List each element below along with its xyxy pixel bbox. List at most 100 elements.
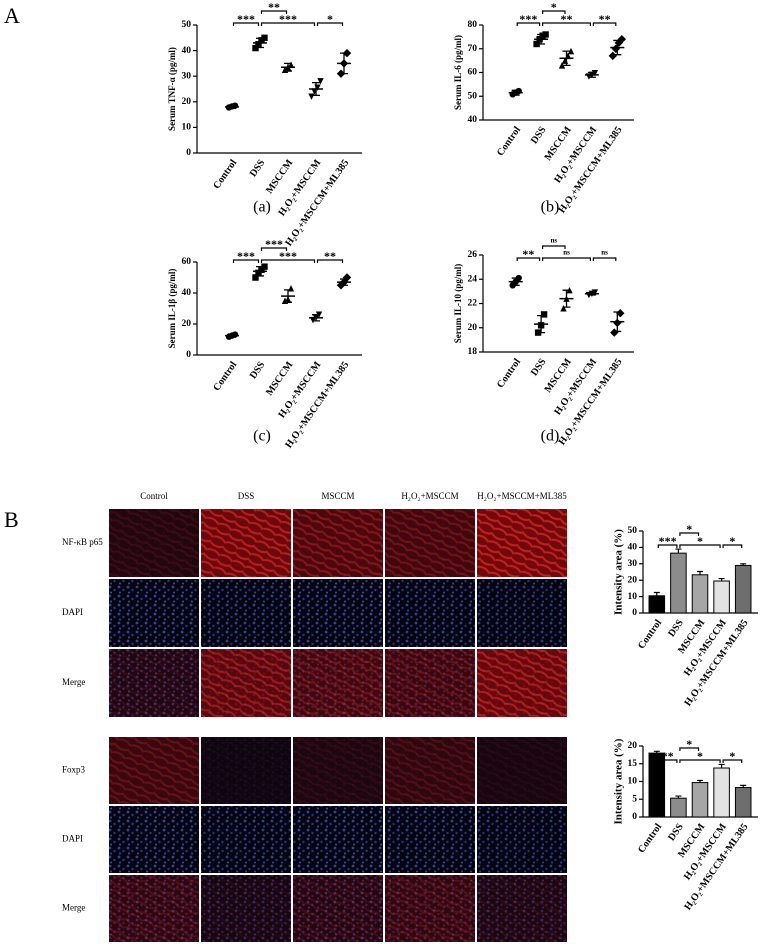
significance-bracket (542, 10, 566, 14)
significance-bracket (679, 759, 721, 763)
error-bar (256, 37, 264, 49)
micrograph-signal (293, 737, 383, 804)
significance-bracket (316, 22, 344, 26)
significance-bracket (592, 257, 617, 261)
error-bar (511, 277, 520, 286)
data-point (261, 34, 268, 41)
y-tick-label: 20 (628, 575, 638, 585)
error-bar (613, 39, 622, 56)
x-tick-label: Control (211, 360, 239, 394)
significance-label: ** (561, 12, 573, 26)
data-point (317, 78, 324, 85)
x-tick-label: Control (636, 618, 664, 652)
significance-label: *** (279, 12, 297, 26)
x-tick-label: DSS (248, 157, 268, 179)
significance-label: * (697, 749, 703, 763)
x-tick-label: Control (636, 822, 664, 856)
y-tick-label: 30 (182, 71, 192, 81)
micrograph-nuclei (385, 579, 475, 647)
significance-label: ns (550, 237, 557, 245)
column-header: MSCCM (321, 491, 354, 501)
significance-label: ** (599, 12, 611, 26)
error-bar (284, 289, 292, 303)
x-tick-label: DSS (248, 359, 268, 381)
y-tick-label: 40 (468, 115, 478, 125)
error-bar (537, 314, 546, 334)
error-bar (340, 278, 348, 286)
y-tick-label: 0 (186, 148, 191, 158)
y-tick-label: 22 (468, 299, 478, 309)
error-bar (537, 33, 546, 45)
error-bar (697, 779, 703, 783)
micrograph-signal (201, 875, 291, 942)
micrograph-signal (477, 875, 567, 942)
row-label: NF-κB p65 (62, 537, 103, 547)
x-tick-label: Control (495, 125, 523, 159)
bar (734, 564, 752, 614)
data-point (560, 305, 567, 312)
error-bar (675, 795, 682, 799)
micrograph-nuclei (109, 806, 199, 873)
significance-bracket (679, 532, 700, 536)
y-tick-label: 40 (182, 46, 192, 56)
micrograph-signal (385, 737, 475, 804)
bar (670, 552, 687, 614)
x-tick-label: Control (495, 357, 523, 391)
error-bar (613, 311, 622, 333)
error-bar (740, 784, 747, 788)
y-tick-label: 20 (628, 741, 638, 751)
micrograph-nuclei (201, 579, 291, 647)
micrograph-nuclei (201, 806, 291, 873)
significance-label: * (729, 749, 735, 763)
y-tick-label: 20 (182, 319, 192, 329)
significance-label: * (327, 12, 333, 26)
significance-label: *** (519, 12, 537, 26)
micrograph-signal (385, 649, 475, 717)
significance-label: ** (268, 0, 280, 14)
data-point (567, 47, 575, 55)
significance-bracket (232, 259, 260, 263)
error-bar (312, 81, 320, 97)
error-bar (228, 104, 236, 109)
bar (670, 797, 687, 818)
error-bar (697, 570, 703, 575)
significance-bracket (232, 22, 260, 26)
significance-bracket (260, 247, 288, 251)
panel-label: (d) (541, 428, 560, 445)
significance-bracket (722, 544, 743, 548)
column-header: DSS (238, 491, 255, 501)
data-point (614, 38, 623, 48)
error-bar (562, 50, 571, 67)
data-point (591, 70, 599, 77)
data-point (540, 311, 548, 318)
y-tick-label: 60 (182, 257, 192, 267)
data-point (617, 35, 626, 44)
y-tick-label: 10 (628, 777, 638, 787)
significance-label: *** (237, 249, 255, 263)
significance-bracket (260, 10, 288, 14)
micrograph-nuclei (385, 806, 475, 873)
error-bar (284, 62, 292, 72)
significance-label: * (729, 534, 735, 548)
y-tick-label: 20 (182, 97, 192, 107)
significance-bracket (679, 544, 721, 548)
bar (713, 580, 730, 614)
data-point (611, 44, 620, 53)
y-tick-label: 0 (186, 350, 191, 360)
row-label: Foxp3 (62, 765, 86, 775)
y-axis-label: Serum IL-10 (pg/ml) (453, 264, 463, 344)
significance-bracket (657, 544, 678, 548)
significance-label: *** (237, 12, 255, 26)
micrograph-nuclei (477, 806, 567, 873)
error-bar (587, 71, 596, 78)
y-tick-label: 26 (468, 250, 478, 260)
significance-label: ns (563, 249, 570, 257)
significance-bracket (542, 245, 566, 249)
figure-label: A (4, 3, 20, 28)
x-tick-label: Control (211, 158, 239, 192)
y-axis-label: Serum IL-1β (pg/ml) (167, 269, 177, 349)
y-tick-label: 70 (468, 44, 478, 54)
micrograph-signal (293, 509, 383, 577)
error-bar (511, 89, 520, 96)
y-tick-label: 50 (182, 20, 192, 30)
